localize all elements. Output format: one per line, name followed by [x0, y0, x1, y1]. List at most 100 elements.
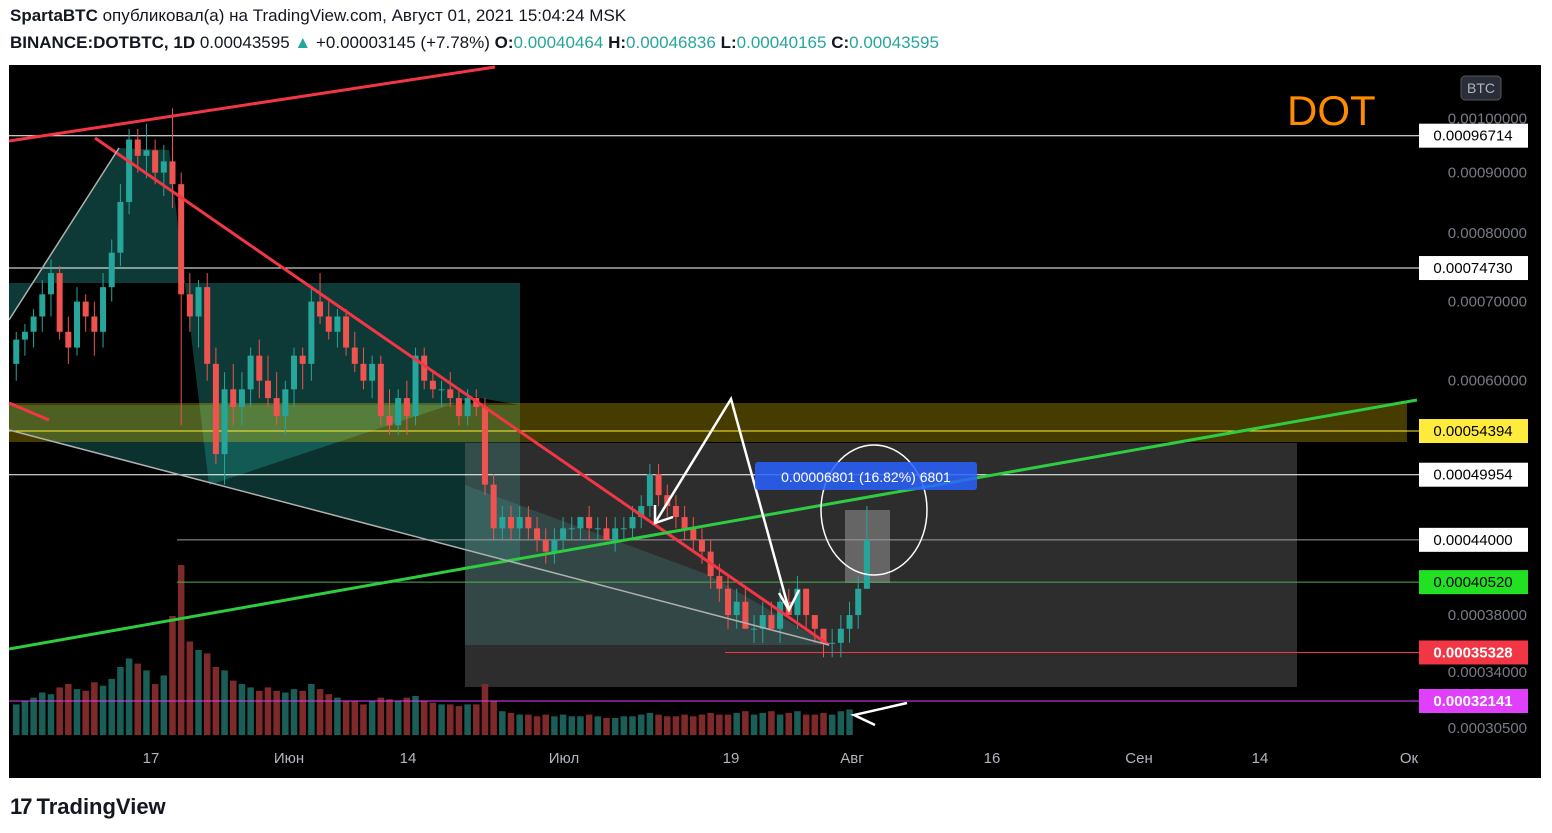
volume-layer — [13, 565, 853, 735]
volume-bar — [377, 697, 385, 735]
candle-body — [238, 389, 245, 408]
volume-bar — [637, 714, 645, 735]
candle-body — [620, 528, 627, 530]
candle-body — [256, 355, 263, 381]
close-value: 0.00043595 — [849, 33, 939, 52]
published-text: опубликовал(а) на TradingView.com, Авгус… — [102, 6, 627, 25]
candle-body — [395, 398, 402, 426]
volume-bar — [230, 680, 237, 735]
volume-bar — [820, 712, 827, 735]
candle-body — [811, 615, 818, 629]
volume-bar — [533, 716, 541, 735]
volume-bar — [334, 697, 341, 735]
volume-bar — [507, 712, 515, 735]
volume-bar — [169, 616, 176, 735]
volume-bar — [481, 684, 489, 735]
zones-layer — [9, 148, 1407, 687]
price-label-text: 0.00074730 — [1433, 260, 1512, 277]
volume-bar — [455, 706, 463, 735]
x-tick-label: 19 — [723, 750, 740, 767]
candle-body — [698, 539, 705, 552]
volume-bar — [672, 716, 680, 735]
candle-body — [126, 139, 133, 202]
candle-body — [325, 316, 332, 332]
candle-body — [195, 287, 202, 317]
candle-body — [803, 588, 810, 616]
candle-body — [525, 517, 532, 529]
candle-body — [186, 294, 193, 317]
volume-bar — [490, 701, 497, 735]
candle-body — [768, 615, 775, 629]
gray-lower-channel-line — [9, 429, 830, 646]
price-chart-svg[interactable]: 0.00100000 0.00090000 0.00080000 0.00070000… — [9, 65, 1541, 778]
candle-body — [855, 588, 862, 616]
teal-zone-upper — [9, 148, 520, 485]
volume-bar — [698, 714, 706, 735]
volume-bar — [39, 692, 46, 735]
volume-bar — [794, 711, 801, 735]
volume-bar — [299, 690, 306, 735]
y-tick-label: 0.00080000 — [1448, 225, 1527, 242]
volume-bar — [559, 714, 567, 735]
volume-bar — [473, 704, 480, 735]
x-tick-label: 17 — [143, 750, 160, 767]
x-tick-label: 16 — [984, 750, 1001, 767]
symbol-line: BINANCE:DOTBTC, 1D 0.00043595 ▲ +0.00003… — [10, 33, 939, 53]
price-change: +0.00003145 (+7.78%) — [315, 33, 490, 52]
candle-body — [403, 398, 410, 417]
candle-body — [612, 528, 619, 540]
candle-body — [74, 301, 81, 348]
volume-bar — [828, 714, 836, 735]
volume-bar — [73, 689, 81, 735]
author-name[interactable]: SpartaBTC — [10, 6, 98, 25]
open-label: O: — [494, 33, 514, 52]
candle-body — [447, 389, 454, 399]
price-label-box — [1419, 419, 1528, 444]
volume-bar — [151, 684, 159, 735]
chart-area[interactable]: 0.00100000 0.00090000 0.00080000 0.00070000… — [9, 65, 1541, 778]
candle-body — [386, 416, 393, 426]
candle-body — [725, 588, 732, 616]
candle-body — [464, 398, 471, 417]
x-tick-label: Июл — [549, 750, 579, 767]
symbol-label: BINANCE:DOTBTC, 1D — [10, 33, 196, 52]
volume-bar — [160, 675, 168, 735]
axis-layer: 0.00100000 0.00090000 0.00080000 0.00070000… — [143, 111, 1528, 767]
volume-bar — [629, 716, 636, 735]
candle-body — [343, 316, 350, 348]
candle-body — [13, 339, 20, 364]
volume-bar — [837, 711, 845, 735]
volume-bar — [690, 716, 697, 735]
price-label-text: 0.00096714 — [1433, 128, 1512, 145]
candle-body — [594, 528, 601, 530]
x-tick-label: Июн — [274, 750, 304, 767]
candle-body — [759, 615, 766, 629]
measure-label-text: 0.00006801 (16.82%) 6801 — [781, 469, 951, 485]
price-label-box — [1419, 640, 1528, 665]
low-label: L: — [720, 33, 737, 52]
candle-body — [516, 517, 523, 529]
volume-bar — [759, 712, 766, 735]
tradingview-footer[interactable]: 17 TradingView — [10, 794, 166, 820]
currency-badge[interactable]: BTC — [1460, 75, 1502, 101]
volume-bar — [516, 714, 523, 735]
volume-bar — [256, 690, 263, 735]
volume-bar — [290, 689, 298, 735]
candle-body — [264, 380, 271, 399]
candle-body — [429, 380, 436, 390]
candle-body — [360, 363, 367, 381]
volume-bar — [30, 697, 37, 735]
green-support-trendline — [9, 398, 1418, 651]
volume-bar — [811, 714, 819, 735]
candle-body — [134, 139, 141, 156]
candle-body — [30, 316, 37, 332]
volume-bar — [664, 716, 671, 735]
candle-body — [560, 528, 567, 540]
volume-bar — [603, 718, 610, 735]
volume-bar — [308, 684, 315, 735]
red-descending-trendline — [94, 136, 830, 647]
volume-bar — [846, 709, 853, 735]
candle-body — [169, 161, 176, 185]
candle-body — [308, 301, 315, 364]
high-label: H: — [608, 33, 627, 52]
